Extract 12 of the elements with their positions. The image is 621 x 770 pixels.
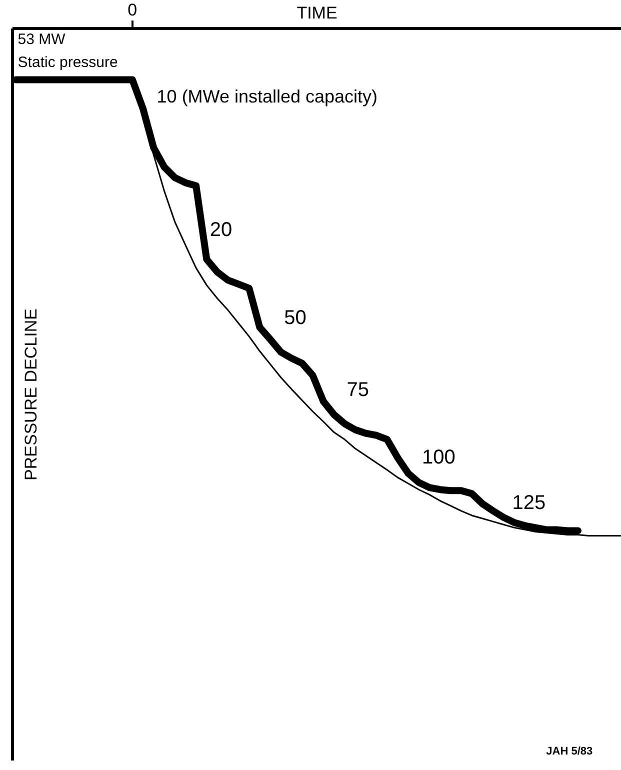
text: 0 xyxy=(128,0,138,20)
x-axis-title: TIME xyxy=(296,4,338,22)
annotation: 75 xyxy=(346,379,369,402)
annotation: 53 MW xyxy=(18,31,66,48)
annotation: 10 (MWe installed capacity) xyxy=(156,86,378,106)
text: JAH 5/83 xyxy=(546,745,593,758)
y-axis-title: PRESSURE DECLINE xyxy=(22,308,40,480)
annotation: 100 xyxy=(422,446,456,469)
annotation: 20 xyxy=(210,218,232,241)
annotation: Static pressure xyxy=(18,54,118,71)
annotation: 50 xyxy=(284,307,306,330)
annotation: 125 xyxy=(512,492,546,514)
